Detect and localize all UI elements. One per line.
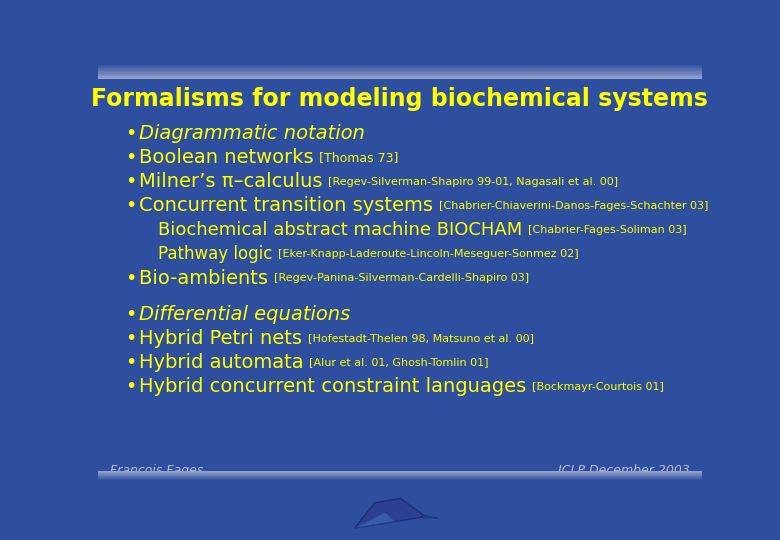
- Text: [Chabrier-Fages-Soliman 03]: [Chabrier-Fages-Soliman 03]: [528, 225, 686, 235]
- Text: [Bockmayr-Courtois 01]: [Bockmayr-Courtois 01]: [532, 382, 664, 392]
- Text: Biochemical abstract machine BIOCHAM: Biochemical abstract machine BIOCHAM: [158, 221, 528, 239]
- Bar: [98, 66, 702, 67]
- Text: Formalisms for modeling biochemical systems: Formalisms for modeling biochemical syst…: [91, 87, 708, 111]
- Text: Pathway logic: Pathway logic: [158, 245, 278, 263]
- Text: Hybrid concurrent constraint languages: Hybrid concurrent constraint languages: [139, 377, 532, 396]
- Bar: [98, 68, 702, 69]
- Text: Diagrammatic notation: Diagrammatic notation: [139, 124, 364, 143]
- Bar: [98, 75, 702, 76]
- Text: •: •: [125, 124, 136, 143]
- Bar: [98, 77, 702, 78]
- Text: [Thomas 73]: [Thomas 73]: [320, 151, 399, 164]
- Text: [Regev-Silverman-Shapiro 99-01, Nagasali et al. 00]: [Regev-Silverman-Shapiro 99-01, Nagasali…: [328, 177, 619, 187]
- Text: •: •: [125, 353, 136, 372]
- Text: •: •: [125, 377, 136, 396]
- Text: Differential equations: Differential equations: [139, 305, 350, 324]
- Text: François Fages: François Fages: [109, 464, 203, 477]
- Text: •: •: [125, 329, 136, 348]
- Bar: [98, 67, 702, 68]
- Bar: [98, 78, 702, 79]
- Text: Concurrent transition systems: Concurrent transition systems: [139, 196, 439, 215]
- Text: •: •: [125, 268, 136, 288]
- Text: •: •: [125, 196, 136, 215]
- Polygon shape: [354, 498, 426, 528]
- Text: [Regev-Panina-Silverman-Cardelli-Shapiro 03]: [Regev-Panina-Silverman-Cardelli-Shapiro…: [274, 273, 529, 283]
- Bar: [98, 65, 702, 66]
- Text: [Alur et al. 01, Ghosh-Tomlin 01]: [Alur et al. 01, Ghosh-Tomlin 01]: [310, 357, 489, 368]
- Bar: [98, 76, 702, 77]
- Text: Boolean networks: Boolean networks: [139, 148, 320, 167]
- Text: [Chabrier-Chiaverini-Danos-Fages-Schachter 03]: [Chabrier-Chiaverini-Danos-Fages-Schacht…: [439, 201, 708, 211]
- Bar: [98, 71, 702, 72]
- Text: •: •: [125, 305, 136, 324]
- Text: ICLP December 2003: ICLP December 2003: [558, 464, 690, 477]
- Bar: [98, 73, 702, 75]
- Text: [Eker-Knapp-Laderoute-Lincoln-Meseguer-Sonmez 02]: [Eker-Knapp-Laderoute-Lincoln-Meseguer-S…: [278, 249, 578, 259]
- Polygon shape: [423, 515, 438, 518]
- Text: •: •: [125, 172, 136, 191]
- Text: Milner’s π–calculus: Milner’s π–calculus: [139, 172, 328, 191]
- Text: Hybrid automata: Hybrid automata: [139, 353, 310, 372]
- Bar: [98, 70, 702, 71]
- Text: Hybrid Petri nets: Hybrid Petri nets: [139, 329, 308, 348]
- Text: •: •: [125, 148, 136, 167]
- Bar: [98, 72, 702, 73]
- Polygon shape: [354, 512, 395, 528]
- Text: [Hofestadt-Thelen 98, Matsuno et al. 00]: [Hofestadt-Thelen 98, Matsuno et al. 00]: [308, 333, 534, 343]
- Bar: [98, 69, 702, 70]
- Text: Bio-ambients: Bio-ambients: [139, 268, 274, 288]
